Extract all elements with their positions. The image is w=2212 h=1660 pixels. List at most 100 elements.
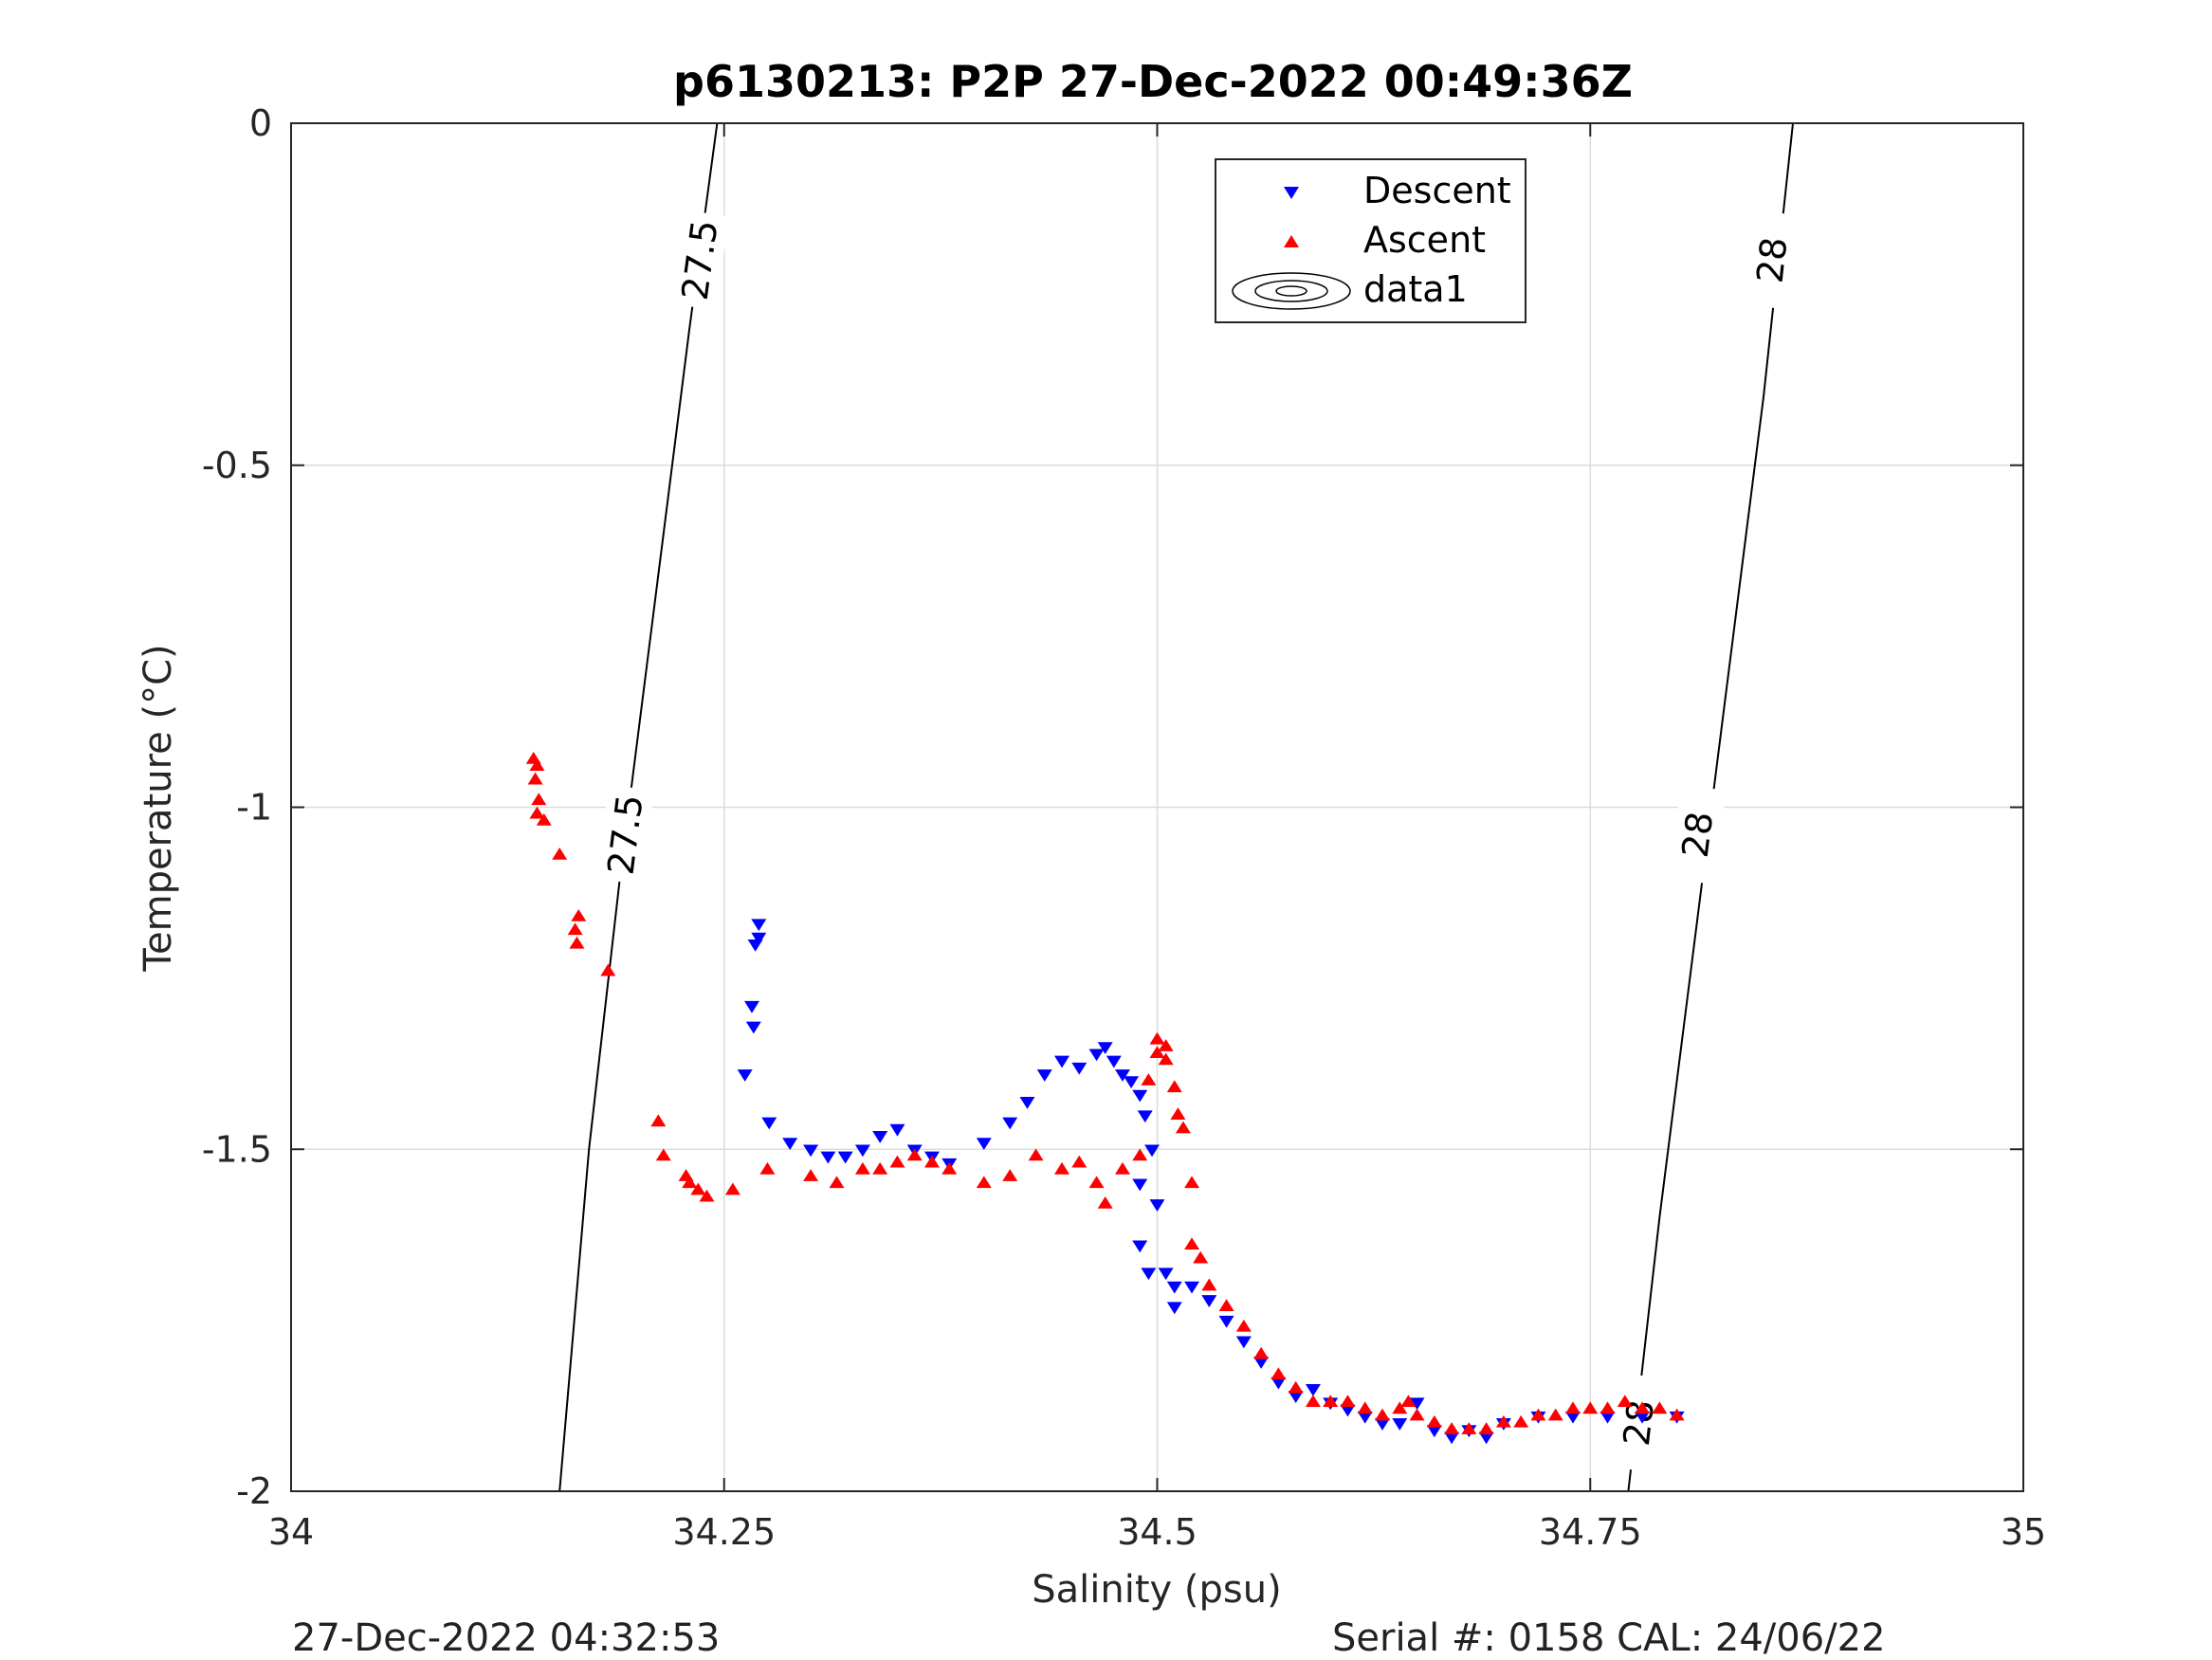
legend-contour-icon [1232,272,1351,310]
ascent-point [600,963,616,976]
ascent-point [1600,1401,1616,1414]
x-tick-label: 34.25 [672,1511,776,1553]
ascent-point [1357,1401,1373,1414]
ascent-point [699,1189,715,1202]
ascent-point [1635,1401,1651,1414]
serial-cal-info: Serial #: 0158 CAL: 24/06/22 [1332,1616,1886,1660]
ascent-point [1478,1422,1494,1434]
legend-data1-label: data1 [1363,268,1468,310]
y-tick-label: 0 [249,102,272,144]
ascent-point [724,1182,740,1195]
descent-point [1088,1049,1105,1062]
ascent-point [1184,1237,1200,1250]
y-tick-label: -1 [236,787,272,829]
descent-point [751,932,767,945]
ascent-point [1054,1161,1070,1175]
descent-point [743,1000,759,1013]
descent-point [1137,1110,1153,1123]
descent-point [1019,1096,1035,1109]
descent-point [1166,1302,1182,1315]
descent-point [1235,1336,1252,1349]
descent-point [737,1069,753,1082]
ascent-point [1218,1299,1234,1311]
ascent-point [1166,1080,1182,1093]
descent-point [1166,1281,1182,1294]
ascent-point [1253,1346,1270,1359]
descent-point [1478,1432,1494,1445]
ascent-point [1340,1395,1356,1408]
descent-point [1144,1144,1161,1158]
descent-point [872,1131,888,1143]
ascent-point [1288,1380,1304,1394]
descent-point [1444,1432,1460,1445]
ascent-point [1669,1408,1685,1421]
ascent-point [1392,1401,1408,1414]
ascent-point [531,793,547,806]
ascent-point [1461,1422,1477,1434]
ascent-point [1141,1073,1157,1085]
ascent-point [759,1161,776,1175]
descent-point [889,1123,905,1137]
ascent-point [854,1161,870,1175]
descent-point [1054,1055,1070,1068]
descent-point [976,1138,992,1151]
ascent-point [1495,1414,1511,1428]
ascent-point [1652,1401,1668,1414]
legend-descent-label: Descent [1363,170,1511,211]
grid [291,123,2023,1491]
ascent-point [1149,1046,1165,1059]
descent-point [1071,1062,1088,1075]
axis-ticks: 34 34.25 34.5 34.75 35 0 -0.5 -1 -1.5 -2 [202,102,2046,1553]
ascent-point [529,806,545,819]
ascent-point [906,1148,923,1161]
ascent-point [1170,1107,1186,1120]
contour-label-background [1744,210,1801,310]
descent-point [1375,1418,1391,1431]
ascent-point [1132,1148,1148,1161]
descent-point [1036,1069,1052,1082]
ascent-point [529,758,545,772]
ascent-point [1375,1408,1391,1421]
descent-point [1141,1268,1157,1281]
descent-point [1288,1391,1304,1403]
ascent-point [1513,1414,1529,1428]
descent-point [1132,1240,1148,1253]
x-tick-label: 34 [268,1511,314,1553]
ascent-point [1158,1039,1174,1051]
ascent-point [1305,1395,1321,1408]
ascent-point [1564,1401,1581,1414]
descent-point [1271,1377,1287,1390]
ascent-point [1097,1195,1113,1209]
descent-point [1564,1411,1581,1424]
ascent-point [1547,1408,1563,1421]
ascent-point [655,1148,671,1161]
ascent-point [569,936,585,949]
y-tick-label: -2 [236,1470,272,1512]
ascent-point [941,1161,958,1175]
y-tick-label: -0.5 [202,445,272,486]
contour-label: 28 [1674,810,1722,861]
descent-point [782,1138,798,1151]
ascent-point [1400,1395,1417,1408]
descent-point [1158,1268,1174,1281]
contour-label-background [596,784,654,885]
ascent-point [1323,1395,1339,1408]
descent-point [1002,1117,1018,1130]
ascent-point [682,1176,698,1189]
descent-point [1357,1411,1373,1424]
ascent-point [1530,1408,1546,1421]
legend-descent-marker [1284,187,1299,199]
descent-point [751,919,767,932]
ascent-point [1149,1031,1165,1045]
ascent-point [567,922,583,936]
ascent-point [1582,1401,1599,1414]
descent-point [1149,1199,1165,1212]
ascent-point [1184,1176,1200,1189]
legend-box [1215,158,1526,323]
descent-point [1253,1357,1270,1369]
descent-point [1106,1055,1122,1068]
ascent-point [1409,1408,1425,1421]
descent-point [803,1144,819,1158]
descent-point [1426,1425,1442,1438]
ascent-point [1175,1121,1191,1134]
